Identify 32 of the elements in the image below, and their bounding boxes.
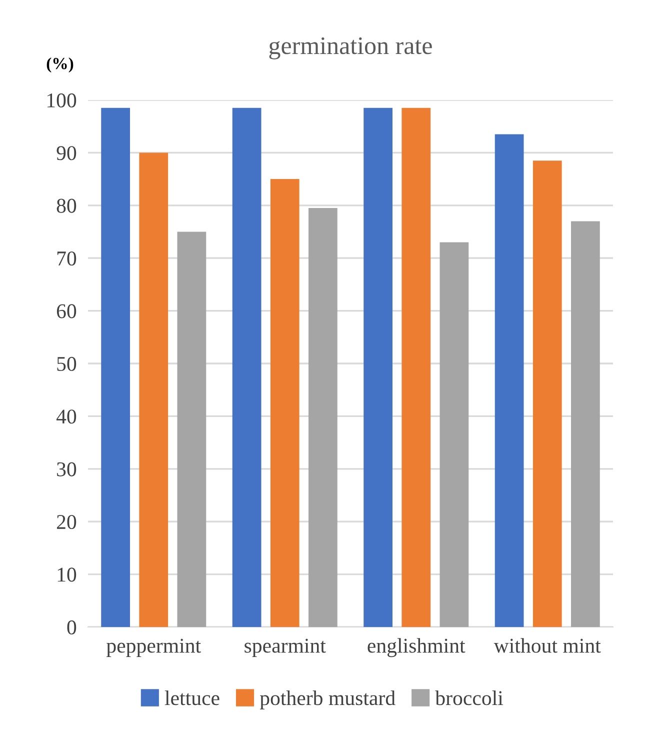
y-tick-label: 20 xyxy=(56,514,76,530)
bar xyxy=(101,108,130,627)
bar xyxy=(177,232,206,627)
bar xyxy=(440,242,469,627)
bar xyxy=(402,108,431,627)
y-tick-label: 50 xyxy=(57,356,76,371)
bar xyxy=(139,152,168,627)
bar xyxy=(532,160,562,627)
y-tick-label: 80 xyxy=(56,198,76,213)
x-tick-label: peppermint xyxy=(106,638,201,658)
y-tick-label: 10 xyxy=(58,568,76,582)
bar xyxy=(308,208,338,627)
bar xyxy=(270,179,300,627)
y-tick-label: 70 xyxy=(57,251,76,266)
legend-label: potherb mustard xyxy=(260,690,396,710)
y-tick-label: 40 xyxy=(56,410,76,424)
x-tick-label: without mint xyxy=(494,638,601,653)
legend-label: lettuce xyxy=(164,690,220,706)
chart-title: germination rate xyxy=(269,37,432,60)
bar xyxy=(364,108,392,627)
x-tick-label: spearmint xyxy=(244,638,326,658)
y-tick-label: 100 xyxy=(47,93,76,108)
y-tick-label: 60 xyxy=(56,304,76,318)
y-axis-title: (%) xyxy=(46,57,74,73)
y-tick-label: 90 xyxy=(56,146,76,160)
bar xyxy=(571,221,600,627)
y-tick-label: 0 xyxy=(67,620,76,634)
bar xyxy=(494,134,524,627)
legend-label: broccoli xyxy=(435,690,504,706)
bar xyxy=(232,108,262,627)
y-tick-label: 30 xyxy=(57,462,76,476)
x-tick-label: englishmint xyxy=(368,638,466,658)
